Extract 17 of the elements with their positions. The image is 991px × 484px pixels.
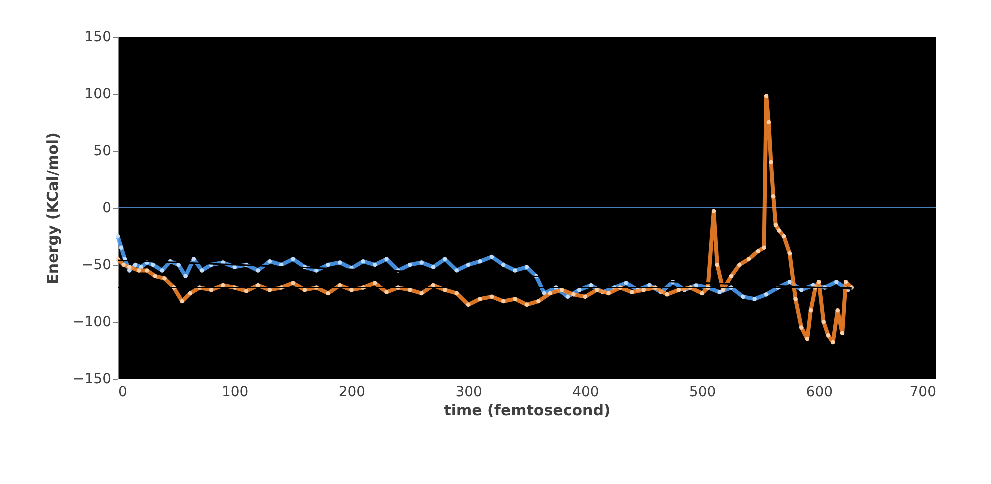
- x-tick-label: 200: [338, 384, 366, 400]
- x-tick-label: 600: [806, 384, 834, 400]
- x-tick-label: 400: [572, 384, 600, 400]
- x-tick-label: 500: [689, 384, 716, 400]
- x-tick-label: 0: [118, 384, 128, 400]
- y-tick-label: −50: [82, 258, 112, 274]
- y-tick-label: 0: [102, 200, 112, 216]
- y-tick-label: 150: [84, 30, 112, 46]
- x-tick-label: 700: [910, 384, 936, 400]
- y-axis-title: Energy (KCal/mol): [44, 132, 62, 284]
- y-tick-label: −150: [73, 372, 112, 388]
- x-tick-label: 300: [456, 384, 482, 400]
- y-tick-label: 100: [84, 86, 112, 102]
- x-tick-label: 100: [222, 384, 249, 400]
- x-axis-title: time (femtosecond): [444, 402, 611, 420]
- y-tick-label: −100: [73, 314, 112, 330]
- y-tick-label: 50: [94, 144, 112, 160]
